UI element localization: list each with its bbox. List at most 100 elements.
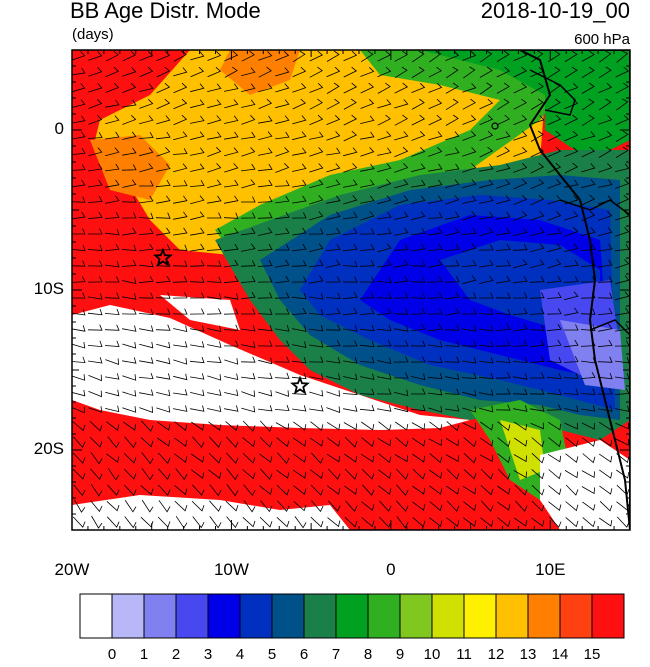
wind-barb [564, 99, 579, 109]
wind-barb [139, 325, 154, 332]
wind-barb [394, 405, 409, 413]
wind-barb [72, 276, 86, 283]
wind-barb [529, 355, 545, 364]
wind-barb [428, 227, 443, 236]
wind-barb [292, 131, 307, 141]
wind-barb [258, 98, 273, 110]
wind-barb [411, 373, 426, 381]
wind-barb [394, 146, 409, 158]
wind-barb [72, 389, 86, 397]
wind-barb [291, 356, 307, 364]
wind-barb [139, 99, 154, 109]
wind-barb [614, 388, 630, 395]
wind-barb [547, 195, 562, 205]
wind-barb [326, 195, 341, 204]
wind-barb [309, 114, 324, 126]
wind-barb [72, 179, 86, 188]
wind-barb [378, 485, 392, 495]
wind-barb [209, 436, 222, 448]
wind-barb [463, 437, 477, 448]
wind-barb [310, 516, 324, 528]
wind-barb [615, 66, 630, 78]
wind-barb [479, 292, 494, 299]
wind-barb [155, 260, 171, 267]
wind-barb [377, 405, 392, 412]
wind-barb [155, 179, 171, 188]
wind-barb [378, 469, 392, 479]
wind-barb [139, 195, 154, 204]
wind-barb [241, 243, 256, 252]
wind-barb [72, 211, 86, 220]
wind-barb [394, 179, 409, 189]
wind-barb [292, 50, 306, 63]
wind-barb [173, 405, 188, 412]
wind-barb [309, 195, 324, 205]
wind-barb [140, 485, 154, 496]
wind-barb [564, 66, 578, 78]
wind-barb [139, 180, 154, 187]
wind-barb [497, 517, 511, 528]
wind-barb [88, 83, 103, 93]
wind-barb [462, 485, 477, 495]
wind-barb [581, 179, 596, 189]
wind-barb [496, 98, 510, 111]
wind-barb [480, 517, 494, 527]
wind-barb [291, 292, 307, 300]
colorbar-swatch [559, 593, 593, 639]
wind-barb [308, 308, 324, 316]
wind-barb [616, 501, 630, 511]
wind-barb [479, 389, 494, 396]
wind-barb [462, 51, 477, 61]
wind-barb [275, 195, 290, 204]
wind-barb [343, 422, 357, 431]
wind-barb [291, 372, 307, 380]
wind-barb [581, 486, 595, 495]
wind-barb [394, 114, 408, 126]
wind-barb [275, 325, 290, 332]
wind-barb [241, 131, 256, 140]
wind-barb [276, 469, 290, 479]
wind-barb [88, 179, 103, 188]
wind-barb [207, 131, 222, 140]
wind-barb [546, 227, 562, 236]
wind-barb [277, 500, 290, 513]
wind-barb [616, 516, 630, 528]
wind-barb [275, 67, 290, 77]
wind-barb [598, 227, 613, 237]
wind-barb [190, 99, 205, 109]
colorbar-swatch [111, 593, 145, 639]
wind-barb [479, 146, 494, 158]
wind-barb [174, 453, 188, 463]
wind-barb [326, 357, 341, 364]
wind-barb [292, 147, 307, 156]
wind-barb [480, 50, 493, 63]
wind-barb [173, 358, 188, 365]
wind-barb [105, 115, 120, 125]
wind-barb [344, 436, 358, 448]
wind-barb [207, 389, 222, 396]
wind-barb [343, 195, 358, 205]
wind-barb [241, 99, 256, 108]
colorbar-label: 10 [423, 646, 441, 663]
wind-barb [190, 115, 205, 124]
wind-barb [564, 422, 578, 430]
wind-barb [445, 66, 459, 79]
wind-barb [394, 163, 409, 173]
wind-barb [138, 228, 154, 235]
wind-barb [224, 358, 239, 365]
wind-barb [531, 517, 545, 527]
wind-barb [513, 163, 528, 173]
wind-barb [343, 66, 358, 78]
wind-barb [122, 115, 137, 125]
wind-barb [276, 517, 290, 528]
wind-barb [580, 292, 596, 299]
wind-barb [224, 259, 239, 268]
wind-barb [257, 212, 273, 219]
wind-barb [87, 244, 103, 251]
wind-barb [327, 437, 341, 447]
wind-barb [123, 421, 137, 431]
wind-barb [377, 131, 392, 141]
wind-barb [581, 422, 595, 430]
wind-barb [242, 469, 256, 480]
wind-barb [224, 115, 239, 124]
